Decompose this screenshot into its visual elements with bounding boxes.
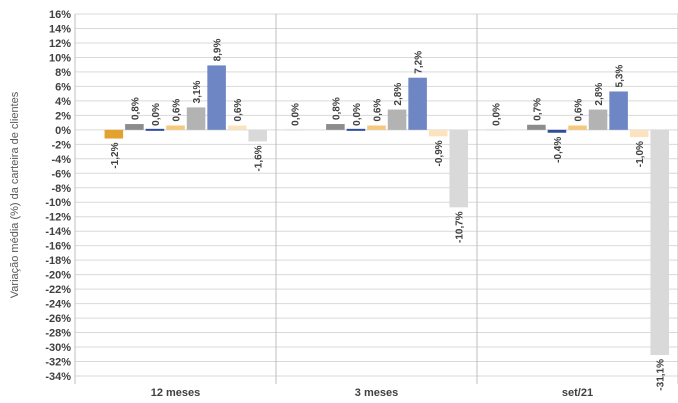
y-tick-label: -4%: [51, 154, 71, 166]
x-tick-label: 12 meses: [151, 387, 201, 399]
bar: [166, 125, 185, 130]
bar: [326, 124, 345, 130]
gridlines: [75, 13, 678, 377]
data-label: 0,8%: [331, 97, 342, 120]
data-label: 0,6%: [574, 99, 585, 122]
bar: [650, 129, 669, 356]
bars: [104, 65, 669, 356]
y-tick-label: -6%: [51, 168, 71, 180]
y-tick-label: -12%: [45, 212, 71, 224]
y-tick-label: -20%: [45, 270, 71, 282]
data-label: 7,2%: [414, 51, 425, 74]
bar: [449, 129, 468, 208]
bar: [629, 129, 649, 138]
bar: [568, 125, 587, 130]
data-label: 2,8%: [594, 83, 605, 106]
y-tick-label: -18%: [45, 255, 71, 267]
data-label: 0,6%: [373, 99, 384, 122]
data-label: -1,6%: [254, 145, 265, 171]
bar: [186, 107, 206, 130]
y-tick-label: -8%: [51, 183, 71, 195]
y-tick-label: -28%: [45, 328, 71, 340]
data-labels: 0,0% 0,0% -1,2% 0,8% 0,8% 0,7% 0,0% 0,0% -0,4% 0,…: [110, 39, 667, 391]
data-label: 5,3%: [615, 65, 626, 88]
y-tick-label: -24%: [45, 299, 71, 311]
axes: -34% -32% -30% -28% -26% -24% -22% -20% -18% -16%…: [45, 9, 678, 399]
data-label: -31,1%: [656, 359, 667, 391]
data-label: 0,0%: [290, 103, 301, 126]
data-label: 0,7%: [532, 98, 543, 121]
bar: [408, 77, 427, 130]
data-label: -10,7%: [455, 211, 466, 243]
data-label: -1,2%: [110, 142, 121, 168]
data-label: 2,8%: [393, 83, 404, 106]
bar: [227, 125, 247, 130]
y-tick-label: -32%: [45, 357, 71, 369]
y-tick-label: -22%: [45, 284, 71, 296]
bar: [547, 129, 567, 133]
y-tick-label: -16%: [45, 241, 71, 253]
y-tick-label: 14%: [49, 23, 71, 35]
bar: [588, 109, 608, 130]
data-label: 0,8%: [130, 97, 141, 120]
y-tick-label: 10%: [49, 52, 71, 64]
x-tick-label: set/21: [562, 387, 593, 399]
bar: [104, 129, 124, 139]
data-label: 3,1%: [192, 80, 203, 103]
data-label: 0,6%: [172, 99, 183, 122]
data-label: 0,0%: [491, 103, 502, 126]
y-tick-label: -30%: [45, 342, 71, 354]
y-tick-label: 16%: [49, 9, 71, 21]
y-tick-label: 6%: [55, 81, 71, 93]
data-label: -1,0%: [635, 141, 646, 167]
data-label: 0,0%: [352, 103, 363, 126]
bar: [387, 109, 407, 130]
bar: [527, 124, 546, 130]
y-tick-label: 12%: [49, 38, 71, 50]
data-label: 8,9%: [213, 39, 224, 62]
data-label: 0,0%: [151, 103, 162, 126]
data-label: 0,6%: [233, 99, 244, 122]
bar: [609, 91, 628, 130]
bar: [285, 128, 304, 131]
y-tick-label: 8%: [55, 67, 71, 79]
y-tick-label: 2%: [55, 110, 71, 122]
y-tick-label: 0%: [55, 125, 71, 137]
y-tick-label: -10%: [45, 197, 71, 209]
data-label: -0,9%: [434, 140, 445, 166]
bar: [367, 125, 386, 130]
y-tick-label: 4%: [55, 96, 71, 108]
bar: [248, 129, 267, 142]
y-tick-label: -14%: [45, 226, 71, 238]
x-tick-label: 3 meses: [355, 387, 398, 399]
bar: [346, 128, 366, 131]
y-axis-label: Variação média (%) da carteira de client…: [9, 91, 21, 298]
bar: [486, 128, 505, 131]
y-tick-label: -34%: [45, 371, 71, 383]
y-tick-label: -26%: [45, 313, 71, 325]
y-tick-label: -2%: [51, 139, 71, 151]
bar: [207, 65, 226, 130]
bar: [125, 124, 144, 130]
data-label: -0,4%: [553, 137, 564, 163]
bar: [145, 128, 165, 131]
bar: [428, 129, 448, 137]
